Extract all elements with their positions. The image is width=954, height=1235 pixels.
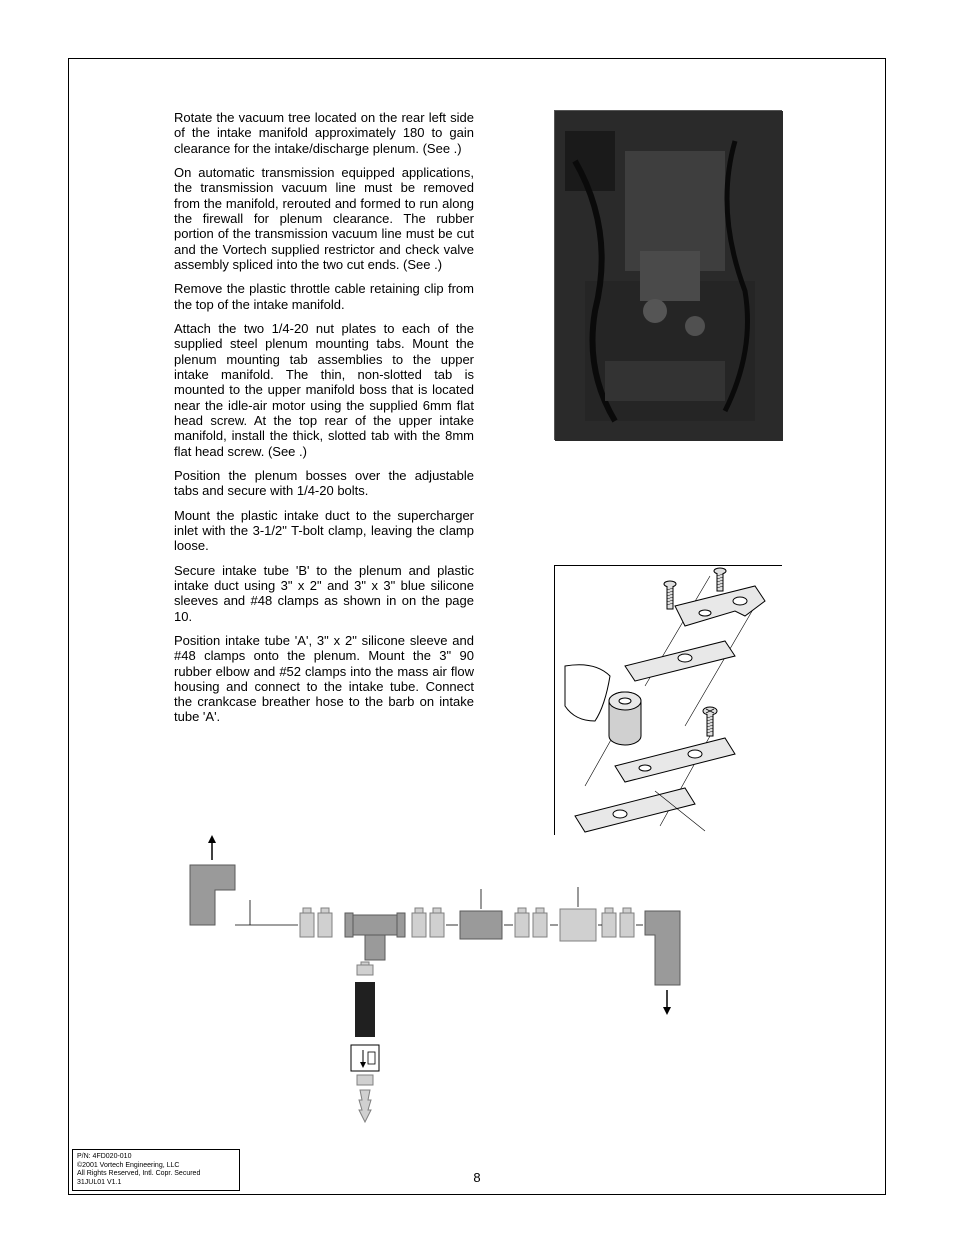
paragraph-2: On automatic transmission equipped appli… [174, 165, 474, 272]
footer-date: 31JUL01 V1.1 [77, 1179, 235, 1187]
hose-assembly-diagram [120, 835, 690, 1130]
footer-copyright: ©2001 Vortech Engineering, LLC [77, 1162, 235, 1170]
paragraph-1: Rotate the vacuum tree located on the re… [174, 110, 474, 156]
mounting-tab-diagram [554, 565, 782, 865]
content-area: Rotate the vacuum tree located on the re… [174, 110, 784, 734]
footer-pn: P/N: 4FD020-010 [77, 1153, 235, 1161]
paragraph-6: Mount the plastic intake duct to the sup… [174, 508, 474, 554]
footer-rights: All Rights Reserved, Intl. Copr. Secured [77, 1170, 235, 1178]
paragraph-4: Attach the two 1/4-20 nut plates to each… [174, 321, 474, 459]
paragraph-7: Secure intake tube 'B' to the plenum and… [174, 563, 474, 624]
page-number: 8 [473, 1170, 480, 1185]
engine-photo [554, 110, 782, 440]
paragraph-5: Position the plenum bosses over the adju… [174, 468, 474, 499]
paragraph-3: Remove the plastic throttle cable retain… [174, 281, 474, 312]
footer-info-box: P/N: 4FD020-010 ©2001 Vortech Engineerin… [72, 1149, 240, 1191]
text-column: Rotate the vacuum tree located on the re… [174, 110, 474, 725]
paragraph-8: Position intake tube 'A', 3" x 2" silico… [174, 633, 474, 725]
